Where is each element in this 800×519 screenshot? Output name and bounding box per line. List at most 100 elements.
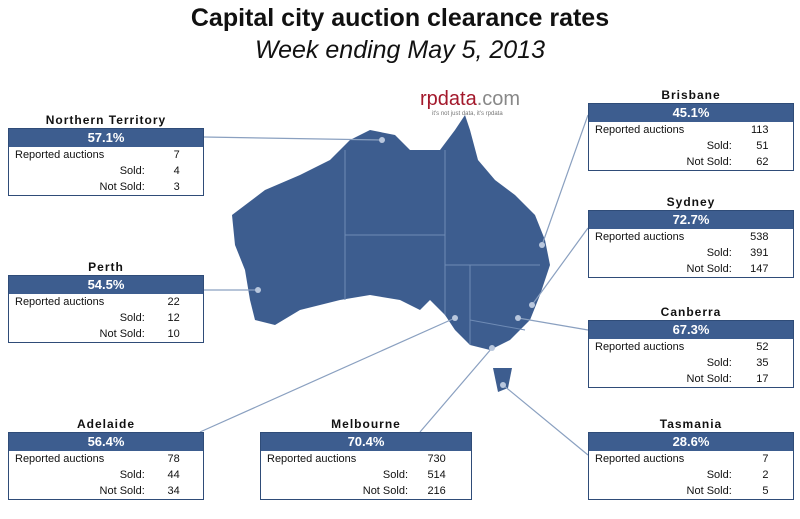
- stat-label: Reported auctions: [595, 124, 685, 136]
- stat-value: 10: [167, 328, 180, 340]
- stat-value: 147: [750, 263, 769, 275]
- stat-label: Not Sold:: [99, 485, 145, 497]
- stat-label: Sold:: [119, 469, 145, 481]
- stat-value: 12: [167, 312, 180, 324]
- region-name: Canberra: [660, 305, 722, 319]
- stat-row: Not Sold: 17: [589, 371, 793, 387]
- region-box: 54.5% Reported auctions 22 Sold: 12 Not Sold:…: [8, 275, 204, 343]
- stat-label: Sold:: [706, 357, 732, 369]
- title: Capital city auction clearance rates: [190, 4, 610, 32]
- stat-row: Sold: 4: [9, 163, 203, 179]
- region-box: 28.6% Reported auctions 7 Sold: 2 Not Sold: 5: [588, 432, 794, 500]
- stat-value: 4: [173, 165, 180, 177]
- stat-row: Not Sold: 5: [589, 483, 793, 499]
- clearance-rate: 72.7%: [589, 211, 793, 229]
- clearance-rate: 67.3%: [589, 321, 793, 339]
- stat-row: Reported auctions 7: [589, 451, 793, 467]
- stat-row: Not Sold: 216: [261, 483, 471, 499]
- clearance-rate: 45.1%: [589, 104, 793, 122]
- stat-value: 52: [756, 341, 769, 353]
- stat-value: 216: [427, 485, 446, 497]
- state-borders: [344, 150, 540, 345]
- leader-lines: [199, 114, 589, 456]
- region-name: Brisbane: [661, 88, 721, 102]
- stat-label: Reported auctions: [595, 341, 685, 353]
- region-box: 56.4% Reported auctions 78 Sold: 44 Not Sold:…: [8, 432, 204, 500]
- stat-value: 391: [750, 247, 769, 259]
- stat-row: Not Sold: 34: [9, 483, 203, 499]
- stat-value: 78: [167, 453, 180, 465]
- stat-value: 5: [762, 485, 769, 497]
- stat-label: Sold:: [706, 140, 732, 152]
- stat-value: 44: [167, 469, 180, 481]
- stat-label: Not Sold:: [99, 328, 145, 340]
- stat-value: 51: [756, 140, 769, 152]
- stat-value: 62: [756, 156, 769, 168]
- region-box: 67.3% Reported auctions 52 Sold: 35 Not Sold:…: [588, 320, 794, 388]
- stat-label: Reported auctions: [595, 453, 685, 465]
- stat-label: Sold:: [119, 312, 145, 324]
- stat-value: 514: [427, 469, 446, 481]
- region-box: 57.1% Reported auctions 7 Sold: 4 Not Sold: 3: [8, 128, 204, 196]
- stat-label: Not Sold:: [686, 485, 732, 497]
- stat-value: 35: [756, 357, 769, 369]
- stat-row: Reported auctions 52: [589, 339, 793, 355]
- stat-value: 538: [750, 231, 769, 243]
- stat-value: 7: [173, 149, 180, 161]
- stat-row: Reported auctions 730: [261, 451, 471, 467]
- stat-label: Sold:: [706, 247, 732, 259]
- region-name: Northern Territory: [45, 113, 167, 127]
- stat-row: Sold: 12: [9, 310, 203, 326]
- region-name: Sydney: [666, 195, 716, 209]
- stat-row: Not Sold: 147: [589, 261, 793, 277]
- stat-row: Reported auctions 538: [589, 229, 793, 245]
- city-dots: [255, 137, 545, 388]
- stat-label: Not Sold:: [686, 373, 732, 385]
- stat-value: 3: [173, 181, 180, 193]
- stat-row: Not Sold: 10: [9, 326, 203, 342]
- stat-value: 2: [762, 469, 769, 481]
- stat-row: Reported auctions 7: [9, 147, 203, 163]
- stat-label: Not Sold:: [686, 156, 732, 168]
- stat-row: Sold: 51: [589, 138, 793, 154]
- stat-label: Reported auctions: [267, 453, 357, 465]
- stat-row: Reported auctions 78: [9, 451, 203, 467]
- stat-row: Not Sold: 62: [589, 154, 793, 170]
- stat-value: 7: [762, 453, 769, 465]
- clearance-rate: 57.1%: [9, 129, 203, 147]
- stat-label: Sold:: [706, 469, 732, 481]
- region-name: Tasmania: [659, 417, 723, 431]
- stat-label: Not Sold:: [99, 181, 145, 193]
- clearance-rate: 28.6%: [589, 433, 793, 451]
- region-name: Perth: [88, 260, 124, 274]
- stat-value: 113: [750, 124, 769, 136]
- logo-domain: .com: [476, 88, 521, 110]
- stat-row: Reported auctions 113: [589, 122, 793, 138]
- stat-label: Reported auctions: [595, 231, 685, 243]
- australia-mainland: [232, 115, 550, 350]
- stat-label: Not Sold:: [686, 263, 732, 275]
- stat-value: 730: [427, 453, 446, 465]
- region-name: Melbourne: [331, 417, 401, 431]
- subtitle: Week ending May 5, 2013: [254, 36, 545, 64]
- logo-tagline: it's not just data, it's rpdata: [432, 111, 503, 117]
- clearance-rate: 70.4%: [261, 433, 471, 451]
- region-name: Adelaide: [76, 417, 135, 431]
- logo-brand: rpdata: [420, 88, 477, 110]
- region-box: 70.4% Reported auctions 730 Sold: 514 Not Sol…: [260, 432, 472, 500]
- clearance-rate: 56.4%: [9, 433, 203, 451]
- stat-label: Reported auctions: [15, 453, 105, 465]
- stat-row: Sold: 44: [9, 467, 203, 483]
- stat-label: Reported auctions: [15, 296, 105, 308]
- stat-value: 22: [167, 296, 180, 308]
- stat-row: Not Sold: 3: [9, 179, 203, 195]
- logo: rpdata.com it's not just data, it's rpda…: [420, 88, 520, 117]
- stat-label: Sold:: [119, 165, 145, 177]
- tasmania-shape: [493, 368, 512, 392]
- stat-value: 17: [756, 373, 769, 385]
- clearance-rate: 54.5%: [9, 276, 203, 294]
- stat-label: Sold:: [382, 469, 408, 481]
- region-box: 45.1% Reported auctions 113 Sold: 51 Not Sold…: [588, 103, 794, 171]
